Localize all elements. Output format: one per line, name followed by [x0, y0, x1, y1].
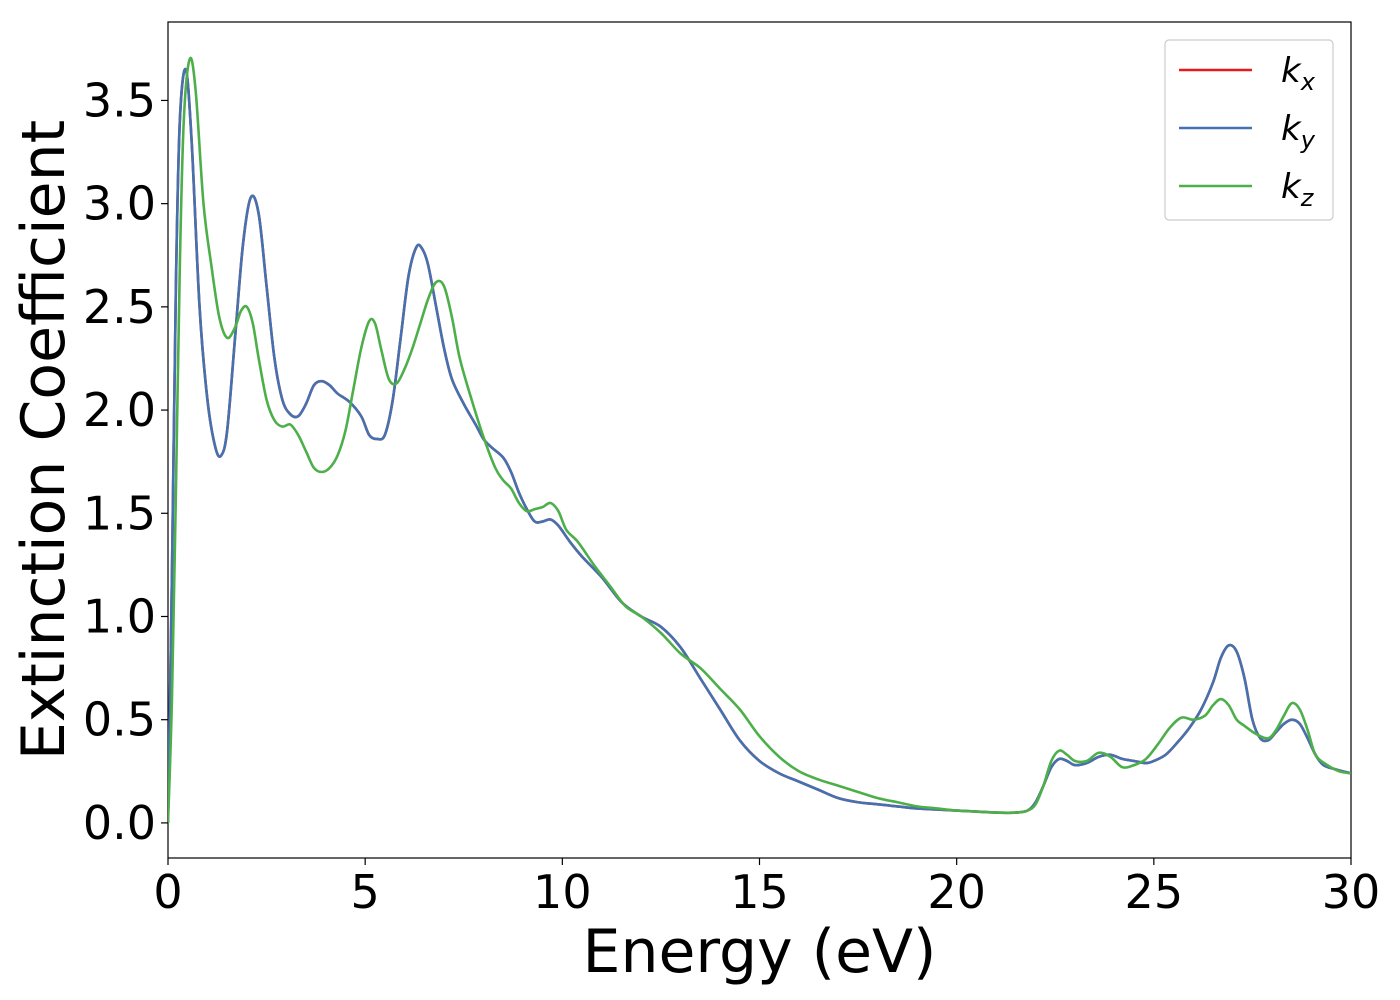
x-axis-label: Energy (eV)	[583, 917, 937, 987]
x-tick-label: 15	[730, 865, 789, 919]
legend-label-base: k	[1281, 167, 1302, 207]
x-tick-label: 25	[1125, 865, 1184, 919]
legend-label-subscript: y	[1300, 126, 1316, 154]
y-axis: 0.0 0.5 1.0 1.5 2.0 2.5 3.0 3.5	[83, 73, 168, 850]
y-axis-label: Extinction Coefficient	[9, 120, 79, 760]
y-tick-label: 3.5	[83, 73, 156, 127]
legend-label-subscript: x	[1300, 68, 1316, 96]
x-tick-label: 0	[153, 865, 182, 919]
x-axis: 0 5 10 15 20 25 30	[153, 858, 1380, 919]
series-line-z	[168, 56, 1351, 823]
x-tick-label: 5	[351, 865, 380, 919]
legend-box	[1164, 39, 1334, 221]
x-tick-label: 20	[927, 865, 986, 919]
legend-label-x: kx	[1281, 51, 1316, 96]
legend-label-subscript: z	[1300, 184, 1315, 212]
x-tick-label: 30	[1322, 865, 1381, 919]
legend-label-y: ky	[1281, 109, 1316, 154]
y-tick-label: 0.0	[83, 796, 156, 850]
y-tick-label: 3.0	[83, 177, 156, 231]
y-tick-label: 0.5	[83, 693, 156, 747]
y-tick-label: 1.0	[83, 589, 156, 643]
x-tick-label: 10	[533, 865, 592, 919]
legend-label-base: k	[1281, 109, 1302, 149]
legend-label-base: k	[1281, 51, 1302, 91]
series-lines	[168, 56, 1351, 823]
y-tick-label: 1.5	[83, 486, 156, 540]
series-line-y	[168, 67, 1351, 823]
legend-label-z: kz	[1281, 167, 1315, 212]
y-tick-label: 2.5	[83, 280, 156, 334]
y-tick-label: 2.0	[83, 383, 156, 437]
